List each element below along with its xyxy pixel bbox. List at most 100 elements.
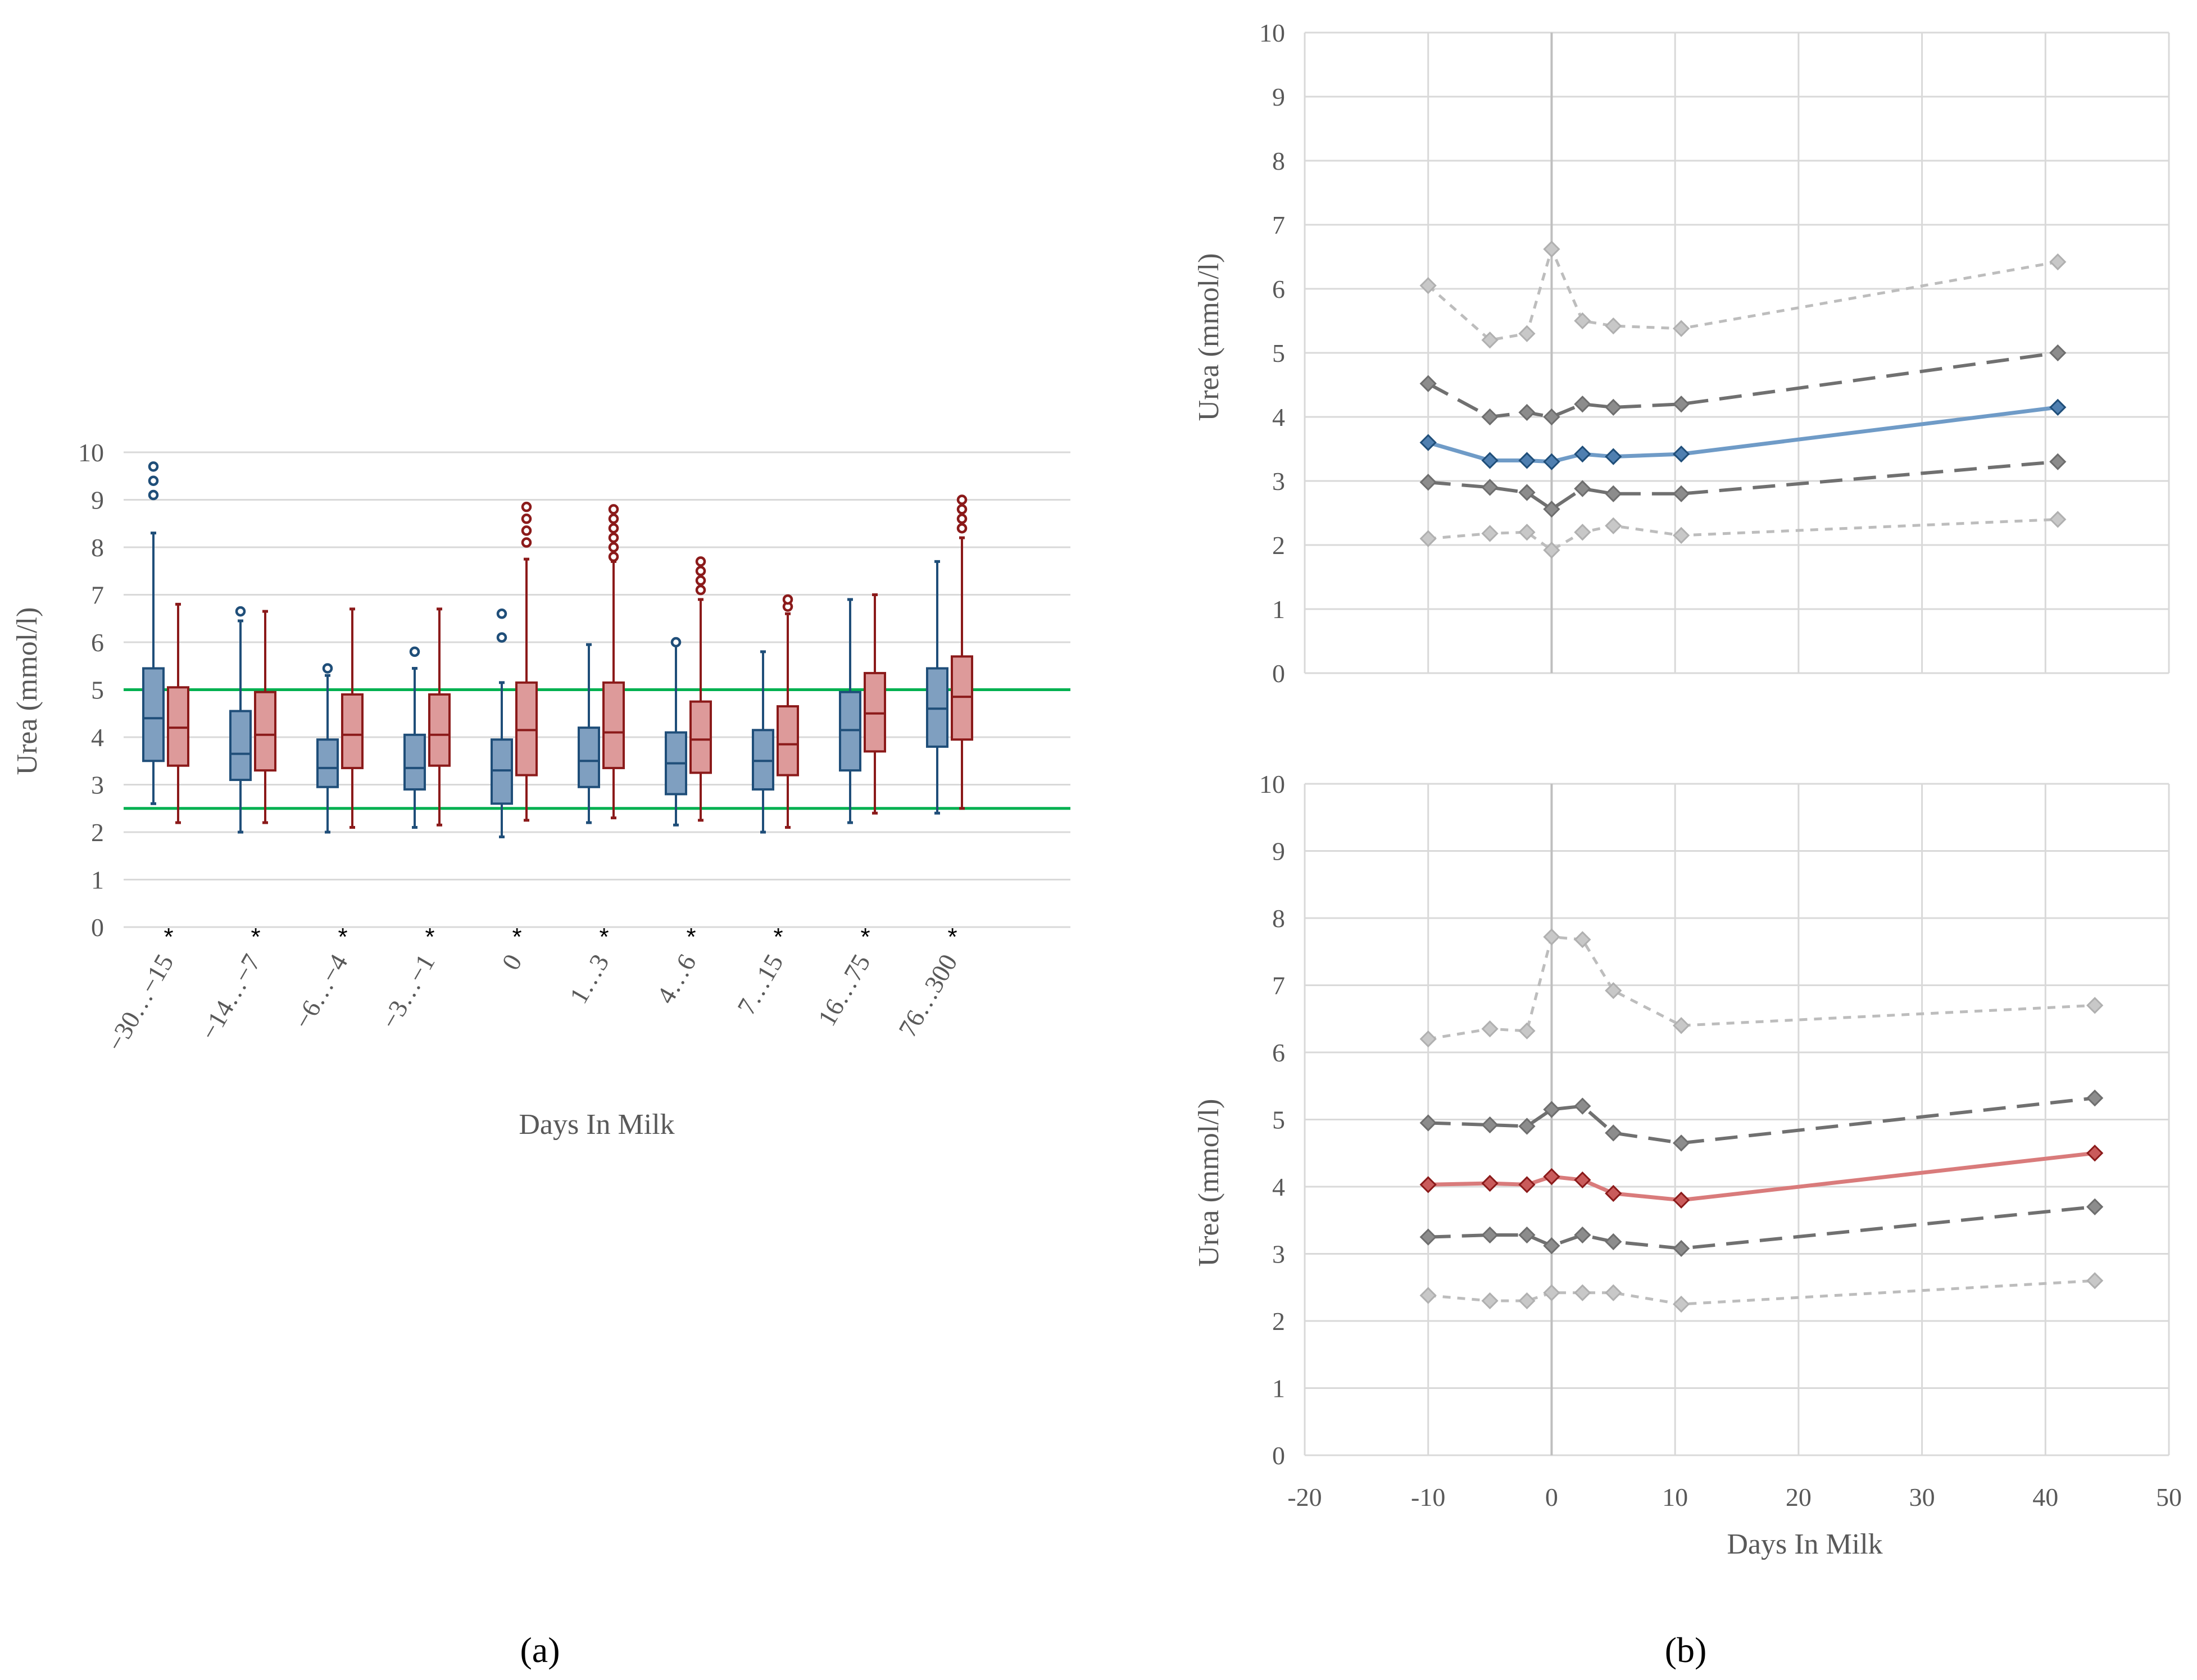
y-tick-label: 10	[1259, 19, 1285, 47]
outlier-point	[782, 594, 793, 605]
data-point-marker	[2049, 398, 2067, 416]
series-line	[1427, 351, 2058, 419]
x-tick-label: 30	[1909, 1483, 1935, 1511]
y-tick-label: 10	[78, 438, 104, 467]
y-tick-label: 7	[1272, 971, 1285, 1000]
box-red-2	[341, 607, 364, 829]
box-blue-8	[839, 598, 861, 824]
data-point-marker	[1543, 541, 1560, 559]
data-point-marker	[2049, 344, 2067, 362]
significance-star: *	[947, 923, 957, 951]
panel-a-significance-stars: * * * * * * * * * *	[164, 923, 957, 951]
data-point-marker	[2086, 1089, 2104, 1107]
outlier-point	[496, 632, 507, 643]
series-upper-percentile	[1419, 240, 2067, 349]
panel-b-top-gridlines	[1304, 31, 2170, 674]
box-iqr	[254, 691, 276, 772]
data-point-marker	[1518, 1226, 1536, 1244]
data-point-marker	[1605, 485, 1622, 502]
outlier-point	[670, 637, 682, 648]
data-point-marker	[1481, 479, 1499, 496]
box-iqr	[926, 667, 948, 748]
box-red-6	[689, 556, 712, 822]
data-point-marker	[1574, 1097, 1591, 1115]
box-blue-4	[491, 609, 513, 838]
outlier-point	[235, 606, 246, 617]
series-median	[1419, 398, 2067, 470]
data-point-marker	[1605, 1233, 1622, 1251]
y-tick-label: 4	[1272, 403, 1285, 432]
outlier-point	[521, 525, 532, 536]
x-tick-label: 76…300	[893, 950, 963, 1042]
outlier-point	[608, 542, 619, 553]
panel-b-bottom-x-ticks: -20 -10 0 10 20 30 40 50	[1287, 1483, 2182, 1511]
series-lower-percentile	[1419, 511, 2067, 559]
outlier-point	[956, 494, 968, 505]
significance-star: *	[860, 923, 870, 951]
y-tick-label: 1	[1272, 1374, 1285, 1403]
outlier-point	[521, 501, 532, 512]
significance-star: *	[251, 923, 260, 951]
data-point-marker	[1605, 982, 1622, 1000]
data-point-marker	[1481, 1292, 1499, 1310]
data-point-marker	[1673, 1191, 1690, 1209]
outlier-point	[695, 575, 706, 586]
outlier-point	[956, 504, 968, 515]
box-red-4	[515, 501, 538, 822]
series-lower-percentile	[1419, 1272, 2104, 1313]
box-blue-2	[316, 663, 339, 834]
outlier-point	[608, 523, 619, 534]
box-red-3	[428, 607, 451, 827]
data-point-marker	[1673, 1296, 1690, 1313]
y-tick-label: 2	[1272, 531, 1285, 560]
data-point-marker	[1574, 1226, 1591, 1244]
y-tick-label: 3	[1272, 467, 1285, 496]
data-point-marker	[1419, 434, 1437, 451]
panel-b-top-y-ticks: 0 1 2 3 4 5 6 7 8 9 10	[1259, 19, 1285, 688]
y-tick-label: 8	[1272, 904, 1285, 933]
data-point-marker	[1518, 325, 1536, 342]
panel-a-y-axis-label: Urea (mmol/l)	[11, 607, 43, 775]
data-point-marker	[2086, 1198, 2104, 1215]
panel-b-bottom-line-chart: 0 1 2 3 4 5 6 7 8 9 10 -20 -10 0 10 20 30 40 50 Urea (mmo…	[1193, 770, 2182, 1670]
outlier-point	[608, 514, 619, 524]
data-point-marker	[1543, 453, 1560, 470]
panel-b-top-line-chart: 0 1 2 3 4 5 6 7 8 9 10 Urea (mmol/l)	[1193, 19, 2170, 688]
data-point-marker	[1419, 530, 1437, 547]
outlier-point	[409, 646, 420, 657]
box-iqr	[777, 705, 799, 777]
y-tick-label: 3	[1272, 1240, 1285, 1269]
box-red-7	[777, 594, 799, 829]
y-tick-label: 0	[1272, 1441, 1285, 1470]
data-point-marker	[1419, 1114, 1437, 1132]
significance-star: *	[425, 923, 434, 951]
y-tick-label: 9	[91, 486, 104, 515]
y-tick-label: 7	[1272, 211, 1285, 239]
data-point-marker	[1605, 398, 1622, 416]
data-point-marker	[2086, 1272, 2104, 1289]
box-iqr	[689, 700, 712, 774]
data-point-marker	[1518, 484, 1536, 501]
outlier-point	[956, 514, 968, 524]
panel-b-top-y-axis-label: Urea (mmol/l)	[1193, 253, 1225, 421]
data-point-marker	[1481, 332, 1499, 349]
data-point-marker	[1419, 1176, 1437, 1193]
y-tick-label: 1	[1272, 595, 1285, 624]
data-point-marker	[1481, 1174, 1499, 1192]
box-iqr	[951, 655, 973, 741]
data-point-marker	[1605, 517, 1622, 534]
y-tick-label: 9	[1272, 83, 1285, 111]
data-point-marker	[1543, 928, 1560, 946]
data-point-marker	[1673, 526, 1690, 544]
data-point-marker	[1543, 1237, 1560, 1255]
box-iqr	[341, 693, 364, 769]
significance-star: *	[512, 923, 521, 951]
significance-star: *	[338, 923, 347, 951]
outlier-point	[695, 556, 706, 567]
data-point-marker	[1481, 1116, 1499, 1134]
data-point-marker	[1673, 1239, 1690, 1257]
data-point-marker	[1481, 408, 1499, 426]
data-point-marker	[1673, 396, 1690, 413]
y-tick-label: 0	[91, 913, 104, 942]
y-tick-label: 2	[1272, 1307, 1285, 1336]
